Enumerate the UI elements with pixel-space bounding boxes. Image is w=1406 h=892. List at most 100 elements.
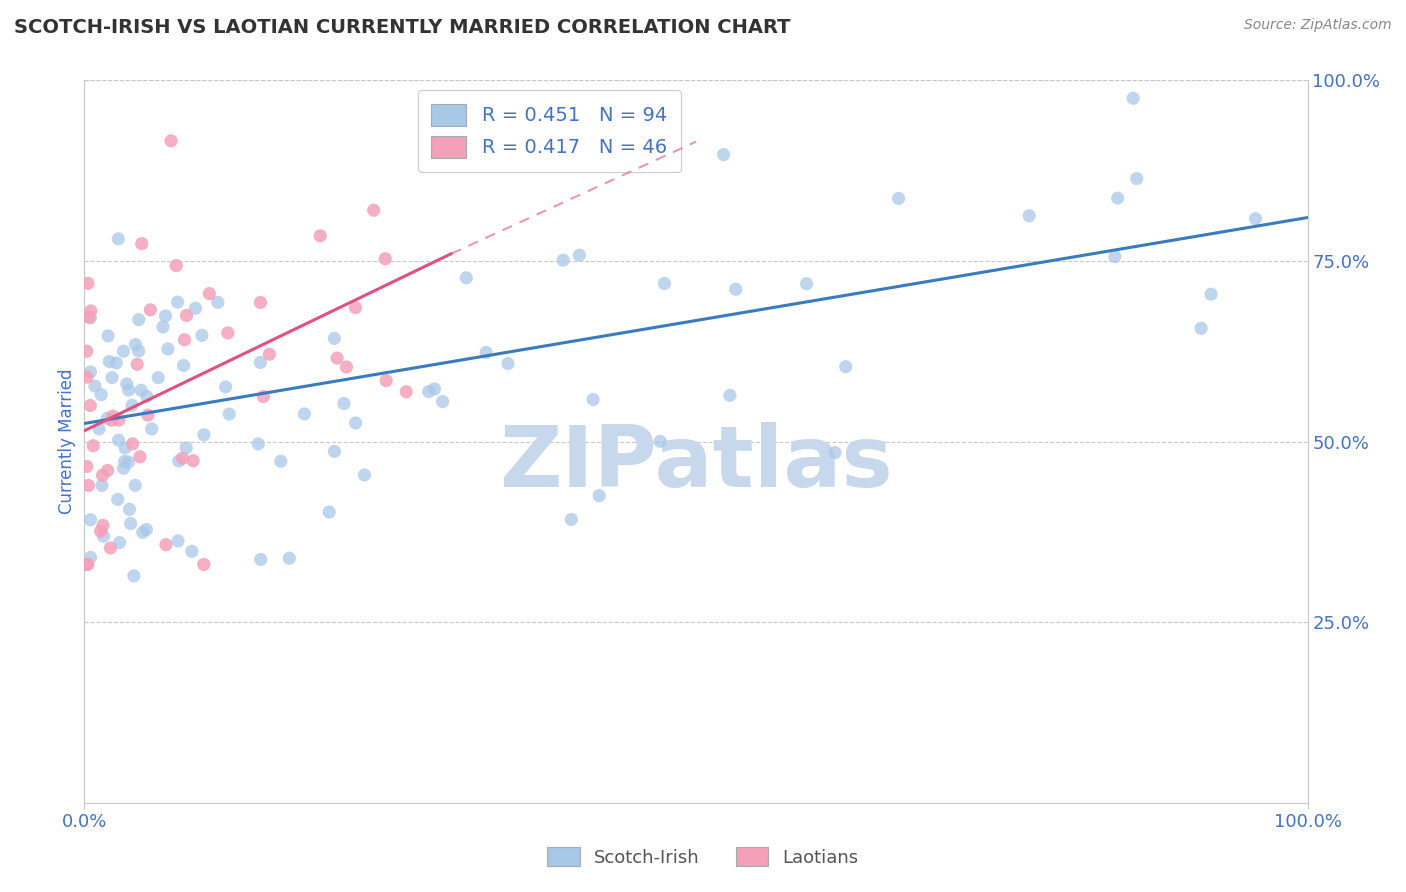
Point: [76, 558, 98, 572]
Point: [97, 329, 120, 343]
Point: [129, 450, 152, 464]
Point: [76, 370, 98, 384]
Point: [560, 512, 582, 526]
Point: [165, 259, 187, 273]
Point: [91, 518, 114, 533]
Point: [112, 461, 135, 475]
Point: [374, 252, 396, 266]
Point: [582, 392, 605, 407]
Point: [180, 544, 202, 558]
Point: [344, 416, 367, 430]
Point: [98, 354, 121, 368]
Point: [333, 396, 356, 410]
Point: [887, 191, 910, 205]
Point: [713, 147, 735, 161]
Point: [141, 422, 163, 436]
Point: [173, 333, 195, 347]
Point: [121, 398, 143, 412]
Point: [79, 365, 101, 379]
Point: [96, 411, 118, 425]
Text: Source: ZipAtlas.com: Source: ZipAtlas.com: [1244, 18, 1392, 32]
Point: [122, 569, 145, 583]
Point: [77, 310, 100, 325]
Point: [181, 453, 204, 467]
Point: [249, 552, 271, 566]
Point: [724, 282, 747, 296]
Point: [77, 478, 100, 492]
Point: [167, 454, 190, 468]
Point: [93, 529, 115, 543]
Point: [344, 301, 367, 315]
Point: [77, 277, 100, 291]
Point: [152, 319, 174, 334]
Point: [155, 309, 177, 323]
Point: [418, 384, 440, 399]
Point: [553, 253, 575, 268]
Point: [114, 454, 136, 468]
Point: [1244, 211, 1267, 226]
Point: [79, 513, 101, 527]
Point: [456, 270, 478, 285]
Point: [176, 309, 198, 323]
Point: [90, 387, 112, 401]
Point: [174, 441, 197, 455]
Point: [650, 434, 672, 449]
Point: [129, 383, 152, 397]
Point: [79, 550, 101, 565]
Point: [166, 295, 188, 310]
Point: [588, 489, 610, 503]
Point: [323, 331, 346, 345]
Text: SCOTCH-IRISH VS LAOTIAN CURRENTLY MARRIED CORRELATION CHART: SCOTCH-IRISH VS LAOTIAN CURRENTLY MARRIE…: [14, 18, 790, 37]
Point: [132, 525, 155, 540]
Point: [718, 388, 741, 402]
Point: [363, 203, 385, 218]
Point: [835, 359, 858, 374]
Point: [191, 328, 214, 343]
Point: [1125, 171, 1147, 186]
Point: [247, 437, 270, 451]
Point: [101, 370, 124, 384]
Point: [207, 295, 229, 310]
Point: [83, 379, 105, 393]
Point: [128, 343, 150, 358]
Point: [97, 463, 120, 477]
Point: [353, 467, 375, 482]
Point: [323, 444, 346, 458]
Point: [568, 248, 591, 262]
Point: [107, 232, 129, 246]
Point: [115, 376, 138, 391]
Point: [167, 533, 190, 548]
Point: [475, 345, 498, 359]
Point: [249, 295, 271, 310]
Point: [91, 468, 114, 483]
Point: [796, 277, 818, 291]
Point: [112, 344, 135, 359]
Point: [127, 357, 149, 371]
Point: [193, 427, 215, 442]
Point: [198, 286, 221, 301]
Point: [294, 407, 316, 421]
Point: [79, 399, 101, 413]
Point: [135, 389, 157, 403]
Legend: Scotch-Irish, Laotians: Scotch-Irish, Laotians: [540, 840, 866, 874]
Point: [326, 351, 349, 365]
Point: [114, 441, 136, 455]
Point: [160, 134, 183, 148]
Point: [117, 455, 139, 469]
Point: [270, 454, 292, 468]
Point: [124, 478, 146, 492]
Point: [82, 439, 104, 453]
Point: [309, 228, 332, 243]
Point: [121, 437, 143, 451]
Point: [100, 413, 122, 427]
Point: [654, 277, 676, 291]
Point: [105, 356, 128, 370]
Point: [100, 541, 122, 555]
Point: [193, 558, 215, 572]
Point: [215, 380, 238, 394]
Point: [423, 382, 446, 396]
Point: [87, 422, 110, 436]
Point: [76, 558, 98, 572]
Point: [79, 310, 101, 325]
Point: [76, 344, 98, 359]
